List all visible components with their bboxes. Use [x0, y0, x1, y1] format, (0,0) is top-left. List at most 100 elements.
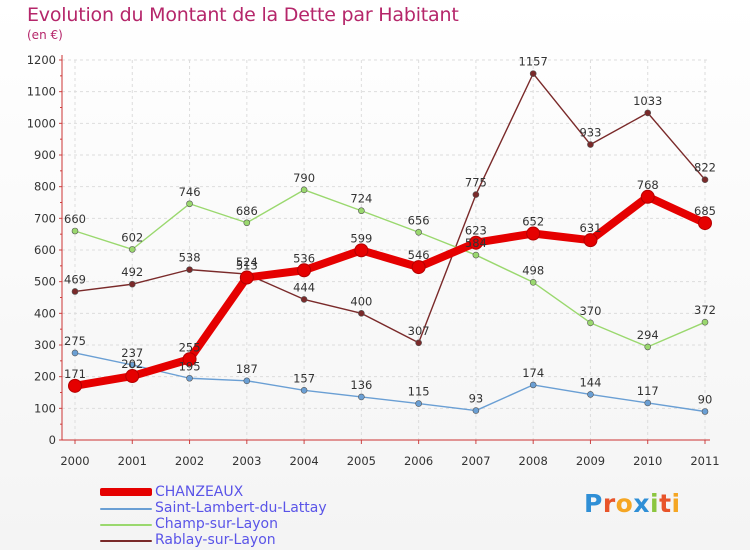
y-tick-label: 600 [34, 243, 56, 257]
legend-label: CHANZEAUX [155, 484, 244, 500]
data-point [701, 408, 709, 415]
data-label: 187 [236, 362, 258, 376]
data-label: 492 [121, 265, 143, 279]
data-label: 307 [408, 324, 430, 338]
y-tick-label: 800 [34, 180, 56, 194]
data-label: 136 [350, 378, 372, 392]
data-point [415, 339, 422, 347]
data-label: 822 [694, 161, 716, 175]
y-tick-label: 400 [34, 306, 56, 320]
data-point [300, 296, 308, 303]
data-point [529, 278, 537, 286]
proxiti-logo: Proxiti [584, 489, 681, 518]
data-label: 115 [408, 385, 430, 399]
data-point [587, 141, 594, 148]
data-label: 1157 [519, 55, 548, 69]
data-label: 524 [236, 255, 258, 269]
data-label: 372 [694, 303, 716, 317]
data-label: 498 [522, 263, 544, 277]
logo-letter: t [659, 489, 672, 518]
series-line [74, 352, 706, 413]
data-label: 275 [64, 334, 86, 348]
legend-swatch [100, 540, 152, 542]
y-tick-label: 900 [34, 148, 56, 162]
data-label: 724 [350, 192, 372, 206]
data-point [128, 361, 136, 369]
legend-swatch [100, 488, 152, 496]
data-label: 536 [293, 251, 315, 265]
data-point [239, 270, 254, 285]
data-label: 90 [698, 393, 713, 407]
data-point [701, 318, 709, 326]
data-label: 157 [293, 371, 315, 385]
data-label: 768 [637, 178, 659, 192]
x-tick-label: 2009 [576, 454, 605, 468]
data-point [358, 310, 365, 317]
logo-letter: x [633, 489, 650, 518]
data-point [186, 200, 193, 208]
y-tick-label: 200 [34, 370, 56, 384]
data-point [300, 386, 308, 394]
legend-label: Champ-sur-Layon [155, 516, 278, 532]
data-label: 685 [694, 204, 716, 218]
data-label: 775 [465, 176, 487, 190]
data-point [354, 243, 369, 258]
x-tick-label: 2005 [347, 454, 376, 468]
data-point [182, 352, 197, 367]
data-label: 144 [579, 375, 601, 389]
data-label: 513 [236, 259, 258, 273]
chart-unit-label: (en €) [27, 28, 63, 42]
data-label: 294 [637, 328, 659, 342]
x-tick-label: 2011 [690, 454, 719, 468]
x-tick-label: 2001 [118, 454, 147, 468]
data-point [472, 407, 480, 414]
logo-letter: P [584, 489, 603, 518]
x-tick-label: 2002 [175, 454, 204, 468]
y-tick-label: 0 [49, 433, 56, 447]
y-tick-label: 1100 [27, 85, 56, 99]
data-label: 584 [465, 236, 487, 250]
data-label: 195 [179, 359, 201, 373]
data-label: 652 [522, 215, 544, 229]
data-label: 174 [522, 366, 544, 380]
data-point [644, 109, 652, 117]
data-label: 117 [637, 384, 659, 398]
x-tick-label: 2006 [404, 454, 433, 468]
data-label: 790 [293, 171, 315, 185]
data-point [529, 70, 537, 77]
data-point [71, 349, 79, 357]
logo-letter: i [650, 489, 660, 518]
data-point [358, 393, 365, 401]
y-tick-label: 100 [34, 401, 56, 415]
x-tick-label: 2000 [60, 454, 89, 468]
data-label: 444 [293, 280, 315, 294]
data-label: 631 [579, 221, 601, 235]
data-point [128, 246, 136, 253]
data-point [583, 233, 598, 248]
data-point [186, 374, 193, 382]
data-point [128, 280, 136, 288]
y-tick-label: 300 [34, 338, 56, 352]
data-label: 255 [179, 340, 201, 354]
y-tick-label: 1200 [27, 53, 56, 67]
series-line [74, 189, 706, 348]
data-label: 933 [579, 126, 601, 140]
data-point [243, 219, 251, 227]
series-line [71, 192, 709, 390]
data-point [415, 400, 422, 407]
legend-swatch [100, 508, 152, 510]
data-label: 237 [121, 346, 143, 360]
series-line [74, 72, 706, 344]
data-point [68, 378, 82, 393]
data-point [243, 377, 251, 385]
chart-title: Evolution du Montant de la Dette par Hab… [27, 4, 459, 26]
data-label: 660 [64, 212, 86, 226]
data-label: 538 [179, 251, 201, 265]
legend-label: Saint-Lambert-du-Lattay [155, 500, 327, 516]
data-point [698, 216, 712, 231]
data-point [529, 381, 537, 389]
x-tick-label: 2008 [519, 454, 548, 468]
legend-label: Rablay-sur-Layon [155, 532, 276, 548]
data-label: 686 [236, 204, 258, 218]
